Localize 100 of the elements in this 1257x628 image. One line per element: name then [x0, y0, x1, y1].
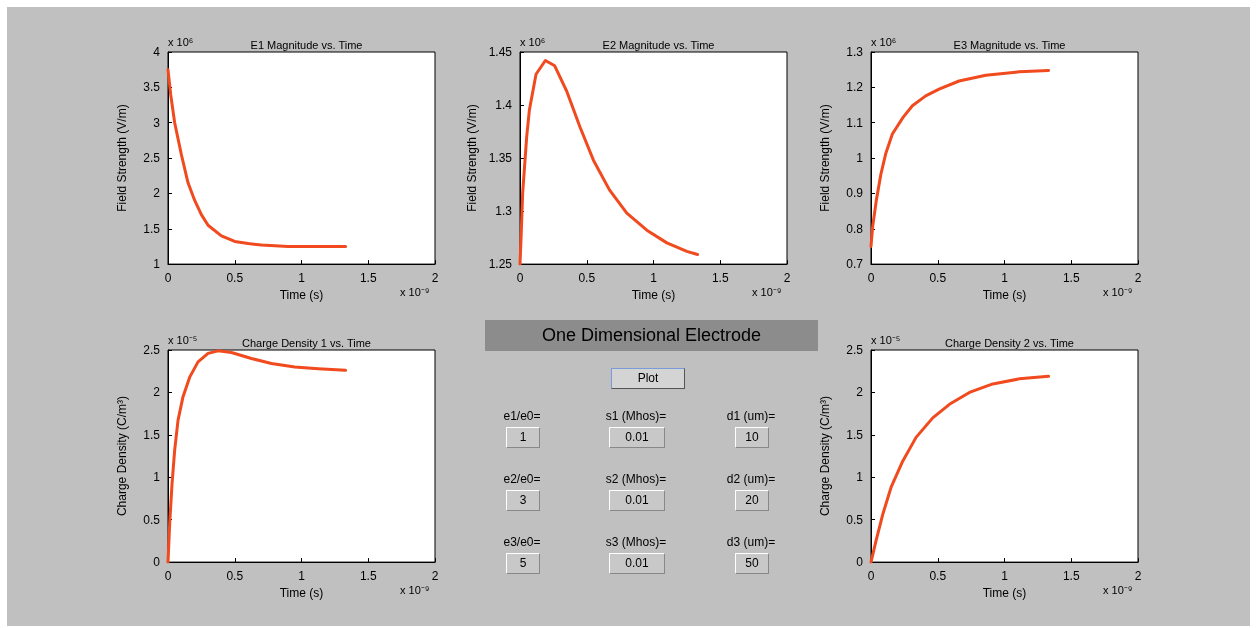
x-tick-label: 0 — [516, 271, 524, 286]
y-tick-label: 1.1 — [846, 115, 864, 130]
text: x 10⁻⁵ — [871, 333, 901, 346]
y-tick-label: 0.9 — [846, 186, 864, 201]
y-tick-label: 4 — [153, 45, 161, 59]
text-field: 0.01 — [609, 553, 665, 574]
x-tick-label: 1 — [1001, 569, 1009, 584]
y-tick-label: 1.3 — [495, 204, 513, 219]
x-tick-label: 1.5 — [359, 569, 377, 584]
text: d1 (um)= — [725, 409, 777, 423]
y-tick-label: 2 — [153, 385, 161, 400]
y-tick-label: 2.5 — [143, 343, 161, 357]
y-tick-label: 3 — [153, 115, 161, 130]
chart-title: Charge Density 2 vs. Time — [945, 336, 1074, 349]
text: x 10⁻⁹ — [1103, 285, 1133, 298]
x-tick-label: 1 — [298, 569, 306, 584]
line-series — [869, 374, 1051, 564]
x-tick-label: 1.5 — [1062, 569, 1080, 584]
y-tick-label: 0 — [153, 555, 161, 570]
text: d3 (um)= — [725, 535, 777, 549]
y-tick-label: 2.5 — [143, 151, 161, 166]
text: x 10⁶ — [168, 35, 194, 48]
y-tick-label: 0.5 — [846, 512, 864, 527]
text-field: 20 — [735, 490, 769, 511]
text: x 10⁻⁹ — [400, 583, 430, 596]
y-axis-title: Field Strength (V/m) — [115, 104, 129, 212]
text: x 10⁻⁵ — [168, 333, 198, 346]
y-tick-label: 1 — [856, 151, 864, 166]
text: e2/e0= — [502, 472, 542, 486]
text: e3/e0= — [502, 535, 542, 549]
y-tick-label: 1 — [153, 470, 161, 485]
y-tick-label: 1 — [153, 257, 161, 272]
y-tick-label: 1.5 — [143, 221, 161, 236]
text: x 10⁶ — [520, 35, 546, 48]
y-tick-label: 1.5 — [143, 427, 161, 442]
line-series — [869, 68, 1051, 248]
x-tick-label: 1 — [298, 271, 306, 286]
x-tick-label: 0.5 — [929, 569, 947, 584]
y-tick-label: 1.25 — [488, 257, 513, 272]
x-tick-label: 2 — [431, 569, 439, 584]
text: e1/e0= — [502, 409, 542, 423]
plot-button: Plot — [611, 368, 685, 389]
chart-title: E2 Magnitude vs. Time — [602, 38, 715, 51]
text-field: 5 — [506, 553, 540, 574]
y-tick-label: 2 — [153, 186, 161, 201]
text: x 10⁻⁹ — [752, 285, 782, 298]
text-field: 0.01 — [609, 427, 665, 448]
y-tick-label: 0.5 — [143, 512, 161, 527]
x-tick-label: 0.5 — [226, 271, 244, 286]
y-axis-title: Charge Density (C/m³) — [115, 396, 129, 517]
x-tick-label: 0 — [164, 271, 172, 286]
x-axis-title: Time (s) — [982, 586, 1027, 600]
text-field: 10 — [735, 427, 769, 448]
y-axis-title: Field Strength (V/m) — [464, 104, 479, 212]
x-tick-label: 1.5 — [1062, 271, 1080, 286]
text-field: 1 — [506, 427, 540, 448]
text: s3 (Mhos)= — [604, 535, 668, 549]
x-tick-label: 0.5 — [929, 271, 947, 286]
x-axis-title: Time (s) — [631, 288, 676, 302]
y-tick-label: 0 — [856, 555, 864, 570]
x-tick-label: 1.5 — [711, 271, 729, 286]
y-axis-title: Field Strength (V/m) — [818, 104, 832, 212]
x-tick-label: 0 — [867, 271, 875, 286]
text-field: 50 — [735, 553, 769, 574]
line-series — [518, 58, 700, 266]
text: x 10⁶ — [871, 35, 897, 48]
x-tick-label: 1 — [650, 271, 658, 286]
x-tick-label: 0.5 — [578, 271, 596, 286]
x-tick-label: 1.5 — [359, 271, 377, 286]
y-tick-label: 0.7 — [846, 257, 864, 272]
x-axis-title: Time (s) — [982, 288, 1027, 302]
text-field: 3 — [506, 490, 540, 511]
x-axis-title: Time (s) — [279, 288, 324, 302]
text: s1 (Mhos)= — [604, 409, 668, 423]
x-tick-label: 0 — [164, 569, 172, 584]
y-tick-label: 3.5 — [143, 80, 161, 95]
line-series — [166, 68, 348, 248]
text: x 10⁻⁹ — [1103, 583, 1133, 596]
text-field: 0.01 — [609, 490, 665, 511]
x-tick-label: 2 — [1134, 271, 1142, 286]
x-tick-label: 0 — [867, 569, 875, 584]
x-tick-label: 2 — [431, 271, 439, 286]
y-tick-label: 2.5 — [846, 343, 864, 357]
y-tick-label: 1.2 — [846, 80, 864, 95]
y-tick-label: 2 — [856, 385, 864, 400]
chart-title: E3 Magnitude vs. Time — [953, 38, 1066, 51]
x-tick-label: 0.5 — [226, 569, 244, 584]
x-tick-label: 1 — [1001, 271, 1009, 286]
text: s2 (Mhos)= — [604, 472, 668, 486]
text: d2 (um)= — [725, 472, 777, 486]
y-tick-label: 1.4 — [495, 98, 513, 113]
y-tick-label: 1.45 — [488, 45, 513, 59]
y-tick-label: 1.35 — [488, 151, 513, 166]
x-axis-title: Time (s) — [279, 586, 324, 600]
x-tick-label: 2 — [783, 271, 791, 286]
x-tick-label: 2 — [1134, 569, 1142, 584]
y-tick-label: 1.5 — [846, 427, 864, 442]
text: One Dimensional Electrode — [485, 320, 818, 351]
y-tick-label: 1 — [856, 470, 864, 485]
y-tick-label: 1.3 — [846, 45, 864, 59]
